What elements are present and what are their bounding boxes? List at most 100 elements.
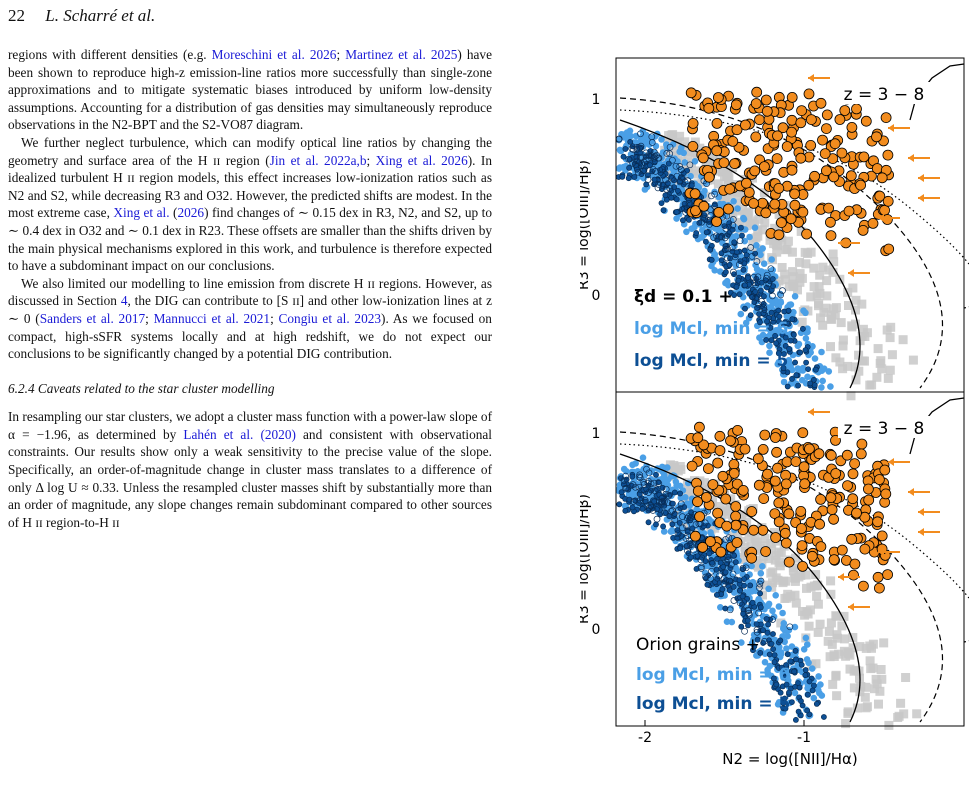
grey-density-cell (876, 665, 886, 674)
model-point-dark (795, 382, 801, 389)
observed-point (824, 216, 836, 228)
model-point-open (681, 204, 688, 212)
grey-density-cell (801, 259, 811, 269)
citation-link[interactable]: Congiu et al. 2023 (278, 310, 382, 326)
model-point-light (791, 689, 799, 697)
grey-density-cell (782, 244, 792, 254)
observed-point (773, 497, 785, 509)
model-point-light (759, 563, 766, 570)
grey-density-cell (860, 692, 870, 702)
observed-point (759, 429, 771, 441)
model-point-open (662, 485, 670, 493)
model-point-dark (629, 473, 636, 480)
text-run: ) have been shown to reproduce high-z em… (8, 47, 492, 133)
model-point-open (676, 178, 684, 186)
model-point-dark (777, 637, 784, 644)
model-point-light (783, 645, 790, 652)
observed-point (825, 449, 837, 461)
citation-link[interactable]: Jin et al. 2022a,b (269, 152, 367, 168)
citation-link[interactable]: 4 (120, 293, 128, 309)
model-point-open (644, 176, 652, 183)
model-point-dark (789, 316, 796, 323)
citation-link[interactable]: Moreschini et al. 2026 (211, 47, 337, 62)
grey-density-cell (844, 301, 853, 310)
grey-density-cell (806, 247, 816, 257)
model-point-open (755, 584, 763, 592)
grey-density-cell (791, 598, 801, 608)
citation-link[interactable]: Lahén et al. (2020) (183, 426, 296, 442)
citation-link[interactable]: Xing et al. 2026 (375, 152, 468, 168)
observed-point (796, 540, 808, 552)
upper-limit-arrowhead (918, 508, 924, 516)
observed-point (876, 172, 888, 184)
grey-density-cell (883, 373, 893, 383)
model-point-open (747, 244, 755, 251)
redshift-track (909, 63, 965, 121)
model-point-dark (670, 500, 676, 507)
model-point-dark (806, 678, 813, 685)
model-point-dark (807, 380, 814, 387)
model-point-dark (773, 681, 780, 688)
model-point-dark (660, 207, 667, 214)
model-point-dark (753, 621, 760, 627)
observed-point (737, 484, 749, 496)
model-point-open (637, 142, 645, 150)
model-point-light (701, 187, 708, 195)
model-point-light (737, 310, 745, 318)
observed-point (721, 520, 733, 532)
model-point-light (766, 342, 773, 350)
model-point-open (707, 212, 715, 219)
model-point-light (716, 200, 724, 208)
model-point-light (819, 377, 826, 385)
model-point-dark (689, 525, 696, 532)
observed-point (845, 170, 857, 182)
citation-link[interactable]: Sanders et al. 2017 (39, 310, 146, 326)
observed-point (781, 141, 793, 152)
observed-point (817, 134, 828, 146)
model-point-light (658, 136, 665, 143)
citation-link[interactable]: Xing et al. (113, 205, 170, 221)
model-point-dark (764, 318, 770, 325)
observed-point (707, 479, 719, 490)
model-point-light (693, 506, 701, 513)
grey-density-cell (831, 303, 841, 313)
observed-point (704, 536, 716, 547)
model-point-open (745, 607, 753, 615)
model-point-dark (730, 584, 737, 590)
grey-density-cell (839, 634, 849, 644)
observed-point (731, 124, 743, 136)
model-point-dark (731, 292, 737, 298)
grey-density-cell (797, 317, 807, 327)
grey-density-cell (826, 618, 836, 628)
model-point-open (645, 151, 653, 159)
model-point-light (752, 587, 759, 595)
model-point-open (669, 156, 676, 164)
grey-density-cell (875, 358, 885, 368)
grey-density-cell (832, 691, 842, 701)
model-point-dark (790, 331, 797, 338)
model-point-dark (722, 269, 729, 275)
model-point-dark (629, 504, 636, 511)
panel-top: 1 0 R3 = log([OIII]/Hβ) z = 3 − 8 ξd = 0… (576, 57, 969, 401)
model-point-light (734, 205, 741, 212)
observed-point (871, 163, 883, 174)
z-label-bg-bottom (838, 416, 932, 438)
observed-point (713, 206, 725, 218)
citation-link[interactable]: 2026 (177, 205, 205, 221)
observed-point (720, 493, 732, 505)
model-point-dark (726, 587, 733, 594)
model-point-open (777, 291, 785, 299)
model-point-dark (779, 670, 786, 676)
model-point-open (758, 298, 765, 305)
citation-link[interactable]: Martinez et al. 2025 (345, 47, 458, 62)
grey-density-cell (837, 621, 847, 631)
model-point-light (734, 567, 741, 575)
observed-point (694, 421, 705, 433)
observed-point (746, 506, 758, 517)
model-point-dark (791, 668, 798, 675)
observed-point (748, 524, 760, 536)
model-point-light (738, 639, 745, 646)
citation-link[interactable]: Mannucci et al. 2021 (153, 310, 271, 326)
model-point-dark (729, 226, 736, 233)
observed-point (748, 197, 760, 209)
